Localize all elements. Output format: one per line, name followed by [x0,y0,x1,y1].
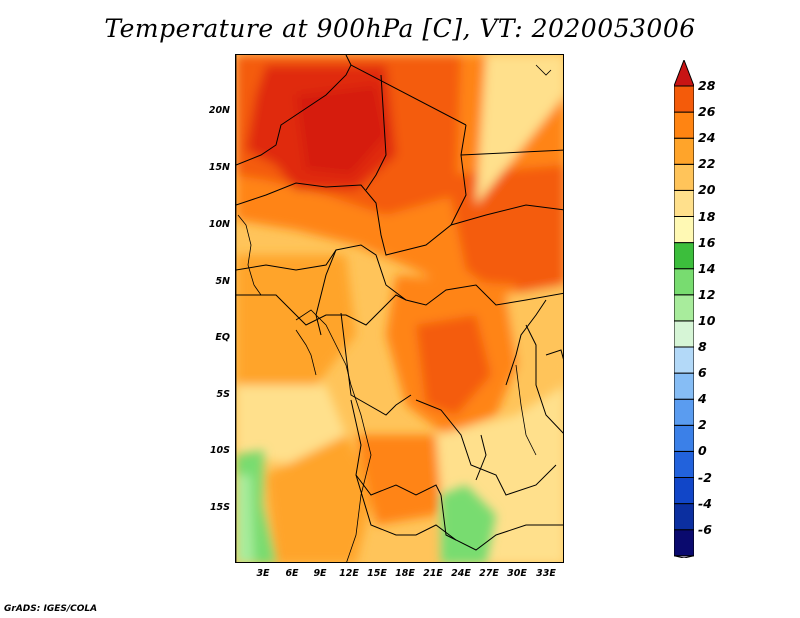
colorbar-swatch [674,216,694,244]
temperature-field [236,55,563,562]
colorbar-swatch [674,372,694,400]
colorbar-swatch [674,189,694,217]
x-tick-label: 12E [339,568,359,579]
colorbar-label: 20 [698,182,716,198]
y-tick-label: 5N [215,276,230,287]
x-tick-label: 3E [256,568,270,579]
colorbar-swatch [674,503,694,531]
colorbar [674,60,694,558]
colorbar-swatch [674,424,694,452]
x-tick-label: 33E [536,568,556,579]
x-tick-label: 9E [313,568,327,579]
colorbar-label: 6 [698,365,707,381]
x-tick-label: 18E [395,568,415,579]
colorbar-swatch [674,137,694,165]
x-tick-label: 15E [367,568,387,579]
colorbar-max-arrow [674,60,694,87]
colorbar-label: -4 [698,495,712,511]
colorbar-swatch [674,111,694,139]
colorbar-swatch [674,529,694,557]
x-tick-label: 27E [479,568,499,579]
colorbar-swatch [674,346,694,374]
colorbar-swatch [674,477,694,505]
colorbar-swatch [674,163,694,191]
y-tick-label: 5S [216,389,230,400]
x-tick-label: 30E [507,568,527,579]
colorbar-swatch [674,294,694,322]
colorbar-swatch [674,268,694,296]
colorbar-label: 0 [698,443,707,459]
colorbar-swatch [674,398,694,426]
colorbar-label: 28 [698,78,716,93]
y-tick-label: 10S [209,445,230,456]
y-tick-label: 15S [209,502,230,513]
colorbar-label: 18 [698,208,716,224]
y-tick-label: 20N [208,105,230,116]
y-tick-label: EQ [215,332,230,343]
colorbar-swatch [674,242,694,270]
credit-label: GrADS: IGES/COLA [4,604,98,614]
y-tick-label: 15N [208,162,230,173]
temperature-map [235,54,564,563]
x-tick-label: 6E [285,568,299,579]
colorbar-label: 10 [698,312,716,328]
colorbar-swatch [674,320,694,348]
colorbar-label: 16 [698,234,716,250]
colorbar-label: 22 [698,156,716,172]
colorbar-label: 24 [698,130,716,146]
y-tick-label: 10N [208,219,230,230]
x-tick-label: 24E [451,568,471,579]
colorbar-label: 14 [698,260,716,276]
colorbar-swatch [674,450,694,478]
colorbar-swatch [674,85,694,113]
colorbar-label: 26 [698,104,716,120]
colorbar-label: -2 [698,469,712,485]
colorbar-label: 2 [698,417,707,433]
colorbar-label: 12 [698,286,716,302]
colorbar-label: -6 [698,521,712,537]
chart-title: Temperature at 900hPa [C], VT: 202005300… [104,14,696,43]
colorbar-label: 8 [698,339,707,354]
colorbar-label: 4 [698,391,707,407]
x-tick-label: 21E [423,568,443,579]
